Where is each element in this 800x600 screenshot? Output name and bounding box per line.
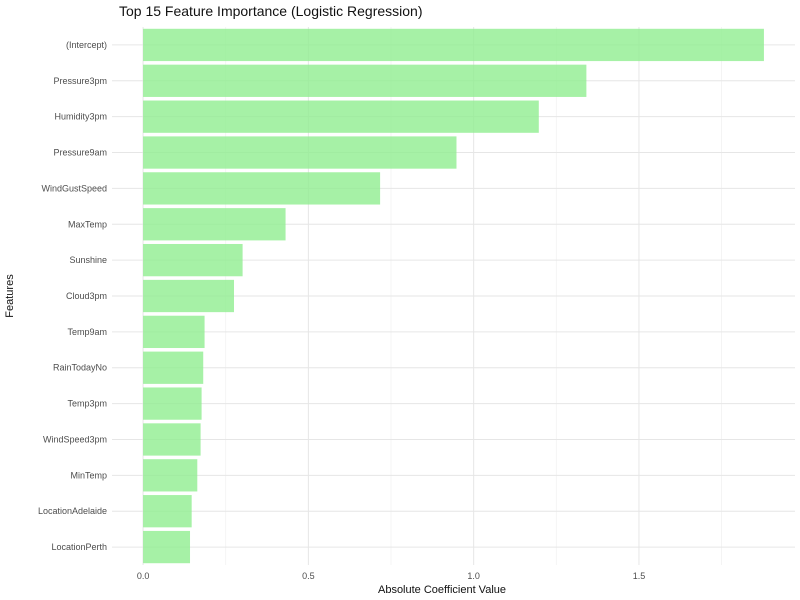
bar-pressure9am: [143, 136, 457, 169]
bar-mintemp: [143, 459, 198, 492]
bar-temp9am: [143, 315, 205, 349]
y-tick-label: WindSpeed3pm: [43, 434, 107, 444]
x-tick-label: 0.0: [137, 571, 150, 581]
y-tick-label: RainTodayNo: [53, 363, 107, 373]
y-tick-label: MaxTemp: [68, 219, 107, 229]
chart-title: Top 15 Feature Importance (Logistic Regr…: [119, 3, 422, 19]
y-tick-label: LocationAdelaide: [38, 506, 107, 516]
bars: [143, 28, 764, 564]
x-tick-label: 1.0: [467, 571, 480, 581]
x-axis-title: Absolute Coefficient Value: [378, 584, 506, 596]
bar-pressure3pm: [143, 64, 587, 97]
bar-windspeed3pm: [143, 423, 201, 456]
bar-sunshine: [143, 243, 243, 277]
x-tick-label: 0.5: [302, 571, 315, 581]
y-tick-label: WindGustSpeed: [41, 183, 107, 193]
bar-maxtemp: [143, 208, 286, 241]
y-tick-label: Temp9am: [67, 327, 107, 337]
bar-cloud3pm: [143, 279, 234, 313]
y-tick-label: MinTemp: [70, 470, 107, 480]
bar-locationadelaide: [143, 495, 192, 528]
x-tick-labels: 0.0 0.5 1.0 1.5: [137, 571, 645, 581]
x-tick-label: 1.5: [633, 571, 646, 581]
bar-windgustspeed: [143, 172, 381, 205]
bar-temp3pm: [143, 387, 202, 420]
y-tick-label: Sunshine: [69, 255, 107, 265]
bar-humidity3pm: [143, 100, 539, 133]
bar-locationperth: [143, 530, 191, 564]
y-tick-label: Temp3pm: [67, 399, 107, 409]
bar-intercept: [143, 28, 764, 62]
y-tick-labels: (Intercept) Pressure3pm Humidity3pm Pressur…: [38, 40, 107, 552]
y-axis-title: Features: [4, 274, 16, 318]
y-tick-label: Pressure3pm: [53, 76, 107, 86]
y-tick-label: LocationPerth: [51, 542, 107, 552]
y-tick-label: Humidity3pm: [54, 112, 107, 122]
y-tick-label: (Intercept): [66, 40, 107, 50]
y-tick-label: Pressure9am: [53, 148, 107, 158]
y-tick-label: Cloud3pm: [66, 291, 107, 301]
bar-raintodayno: [143, 351, 204, 384]
